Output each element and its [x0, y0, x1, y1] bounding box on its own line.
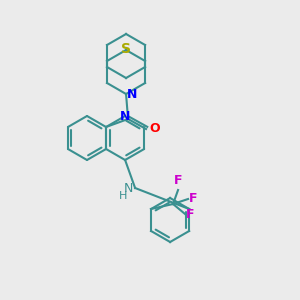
Text: N: N — [124, 182, 133, 194]
Text: F: F — [186, 208, 195, 220]
Text: N: N — [120, 110, 130, 122]
Text: S: S — [121, 42, 131, 56]
Text: H: H — [119, 191, 127, 201]
Text: F: F — [189, 193, 198, 206]
Text: N: N — [127, 88, 137, 100]
Text: O: O — [149, 122, 160, 136]
Text: F: F — [174, 174, 182, 187]
